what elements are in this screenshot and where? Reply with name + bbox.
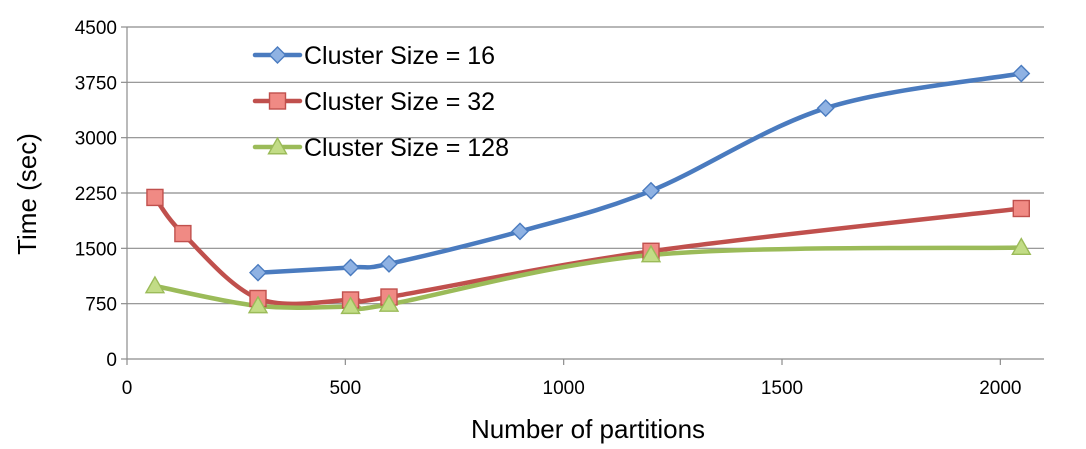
- data-point-s2-1: [247, 295, 269, 314]
- series-markers: [144, 64, 1032, 315]
- y-tick-label-3000: 3000: [75, 129, 117, 150]
- series-line-1: [152, 195, 1024, 307]
- x-tick-label-1000: 1000: [543, 378, 585, 399]
- y-tick-labels: 0 750 1500 2250 3000 3750 4500: [75, 18, 117, 371]
- x-tick-label-2000: 2000: [979, 378, 1021, 399]
- data-point-s0-4: [642, 181, 660, 200]
- y-tick-label-4500: 4500: [75, 18, 117, 39]
- x-tick-label-500: 500: [329, 378, 361, 399]
- legend-marker-0: [268, 46, 287, 64]
- data-point-s0-3: [511, 222, 529, 241]
- data-point-s0-5: [816, 99, 835, 118]
- legend: Cluster Size = 16 Cluster Size = 32 Cluste…: [252, 42, 509, 162]
- data-point-s2-3: [378, 293, 400, 312]
- legend-label-2: Cluster Size = 128: [304, 134, 509, 162]
- data-point-s2-0: [144, 275, 166, 294]
- axes: [121, 26, 1044, 365]
- data-point-s0-0: [249, 263, 267, 282]
- data-point-s2-5: [1011, 237, 1032, 256]
- x-tick-label-0: 0: [122, 378, 133, 399]
- legend-marker-2: [267, 136, 288, 155]
- x-tick-labels: 0 500 1000 1500 2000: [122, 378, 1022, 399]
- y-tick-label-3750: 3750: [75, 73, 117, 94]
- legend-label-0: Cluster Size = 16: [304, 42, 495, 70]
- x-tick-label-1500: 1500: [761, 378, 803, 399]
- x-axis-title: Number of partitions: [471, 414, 705, 444]
- gridlines: [127, 26, 1044, 305]
- data-point-s0-2: [380, 254, 398, 273]
- data-point-s1-0: [146, 188, 164, 207]
- data-point-s0-6: [1012, 64, 1031, 83]
- y-tick-label-750: 750: [85, 295, 117, 316]
- y-axis-title: Time (sec): [12, 133, 42, 255]
- series-line-2: [152, 245, 1024, 312]
- data-point-s2-4: [640, 244, 662, 263]
- y-tick-label-0: 0: [106, 350, 117, 371]
- legend-marker-1: [268, 92, 287, 110]
- legend-label-1: Cluster Size = 32: [304, 88, 495, 116]
- y-tick-label-1500: 1500: [75, 239, 117, 260]
- y-tick-label-2250: 2250: [75, 184, 117, 205]
- data-point-s1-1: [174, 224, 192, 243]
- data-point-s0-1: [341, 258, 360, 277]
- data-point-s1-6: [1012, 199, 1030, 218]
- data-point-s2-2: [340, 296, 361, 315]
